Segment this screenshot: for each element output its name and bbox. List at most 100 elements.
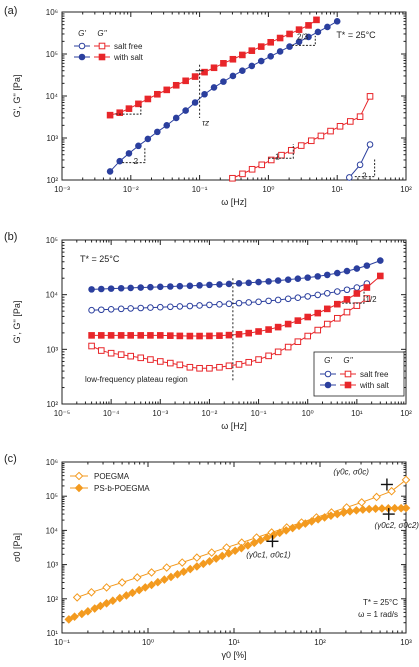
data-point xyxy=(137,354,145,362)
panel-a: 10⁻³ 10⁻² 10⁻¹ 10⁰ 10¹ 10² 10² 10³ 10⁴ 10⁵ 10⁶ (a) ω… xyxy=(4,5,412,207)
legend-header-gprime: G' xyxy=(324,356,332,365)
data-point xyxy=(160,575,169,584)
x-tick-label: 10⁻¹ xyxy=(251,409,267,418)
panel-label: (a) xyxy=(4,5,17,17)
temperature-annotation: T* = 25°C xyxy=(80,254,120,264)
data-point xyxy=(156,358,164,365)
data-point xyxy=(356,113,364,120)
legend-label: salt free xyxy=(360,370,389,379)
data-point xyxy=(225,331,233,339)
data-point xyxy=(267,156,275,164)
x-tick-label: 10⁻¹ xyxy=(54,638,70,647)
panel-label: (b) xyxy=(4,231,17,243)
data-point xyxy=(117,351,125,358)
data-point xyxy=(125,150,133,157)
data-point xyxy=(216,281,223,288)
data-point xyxy=(245,329,253,337)
data-point xyxy=(248,165,256,173)
data-point xyxy=(122,591,131,600)
critical-point-label: (γ0c2, σ0c2) xyxy=(375,521,419,530)
data-point xyxy=(97,332,105,339)
data-point xyxy=(313,515,323,524)
data-point xyxy=(235,299,243,307)
data-point xyxy=(135,142,142,150)
data-point xyxy=(377,504,387,513)
data-point xyxy=(224,549,234,558)
critical-point-label: (γ0c1, σ0c1) xyxy=(246,550,291,559)
x-tick-label: 10⁻² xyxy=(123,185,139,194)
data-point xyxy=(201,68,208,76)
legend-header-gdoubleprime: G'' xyxy=(97,29,107,38)
data-point xyxy=(274,277,282,284)
data-point xyxy=(366,93,374,100)
data-point xyxy=(245,279,253,287)
data-point xyxy=(147,580,156,590)
data-point xyxy=(186,363,194,371)
data-point xyxy=(147,283,154,291)
y-tick-label: 10⁶ xyxy=(46,458,58,467)
y-tick-label: 10² xyxy=(46,176,58,185)
series-line xyxy=(109,20,338,172)
data-point xyxy=(334,300,341,308)
data-point xyxy=(147,568,156,577)
data-point xyxy=(286,43,293,50)
data-point xyxy=(334,314,341,322)
data-point xyxy=(144,135,152,143)
data-point xyxy=(267,53,274,60)
data-point xyxy=(281,526,291,535)
data-point xyxy=(248,47,256,54)
x-tick-label: 10⁻¹ xyxy=(192,185,208,194)
data-point xyxy=(274,296,282,304)
y-tick-label: 10⁵ xyxy=(46,50,58,59)
data-point xyxy=(117,332,125,339)
data-point xyxy=(334,269,341,277)
slope-label: 1 xyxy=(275,152,280,161)
slope-label: 2 xyxy=(134,157,139,166)
plot-frame xyxy=(61,239,407,405)
data-point xyxy=(248,62,256,70)
data-point xyxy=(225,362,233,370)
data-point xyxy=(147,304,154,311)
data-point xyxy=(153,577,163,587)
data-point xyxy=(206,301,213,309)
y-tick-label: 10⁴ xyxy=(46,92,59,101)
data-point xyxy=(72,593,82,602)
legend: G' G'' salt free with salt xyxy=(74,29,144,62)
y-tick-label: 10² xyxy=(46,400,58,409)
data-point xyxy=(301,519,310,528)
data-point xyxy=(255,328,262,335)
data-point xyxy=(343,267,351,275)
critical-point-label: (γ0c, σ0c) xyxy=(333,467,369,476)
data-point xyxy=(323,320,331,328)
panel-label: (c) xyxy=(4,453,17,465)
x-tick-label: 10¹ xyxy=(331,185,343,194)
data-point xyxy=(137,332,145,339)
data-point xyxy=(154,128,161,136)
data-point xyxy=(265,352,272,360)
data-point xyxy=(88,342,95,350)
data-point xyxy=(294,521,304,531)
data-point xyxy=(353,290,361,297)
data-point xyxy=(274,348,282,356)
data-point xyxy=(235,331,243,338)
x-tick-label: 10² xyxy=(314,638,326,647)
data-point xyxy=(211,554,221,563)
data-point xyxy=(97,285,105,293)
data-point xyxy=(276,34,284,42)
y-tick-label: 10² xyxy=(46,595,58,604)
data-point xyxy=(363,284,371,291)
data-point xyxy=(239,170,246,178)
data-point xyxy=(216,363,223,371)
x-tick-label: 10¹ xyxy=(228,638,240,647)
data-point xyxy=(107,285,115,292)
data-point xyxy=(115,593,125,603)
data-point xyxy=(117,305,125,313)
x-tick-label: 10³ xyxy=(400,638,412,647)
data-point xyxy=(295,26,303,33)
data-point xyxy=(196,332,203,340)
data-point xyxy=(147,332,154,339)
data-point xyxy=(116,157,124,165)
data-point xyxy=(172,81,180,89)
data-point xyxy=(287,146,295,154)
data-point xyxy=(269,530,278,540)
